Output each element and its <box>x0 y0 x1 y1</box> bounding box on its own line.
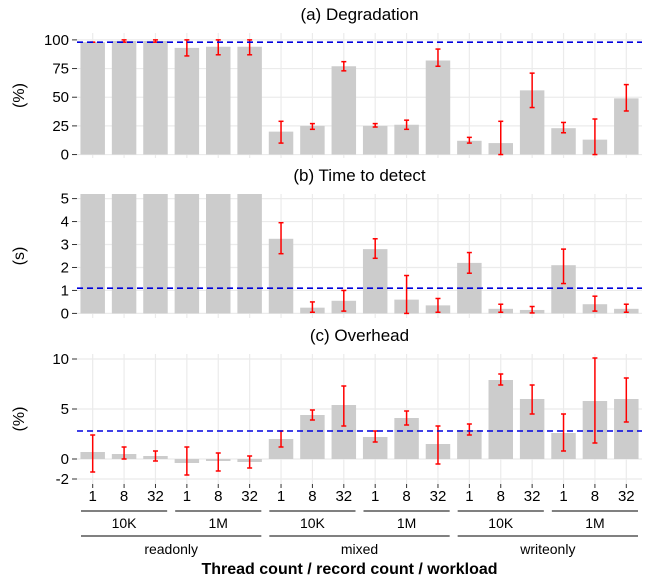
bar <box>143 41 168 155</box>
bar <box>488 380 513 459</box>
y-axis-label: (%) <box>11 407 28 432</box>
y-tick-label: 5 <box>61 401 69 418</box>
record-group-label: 1M <box>209 515 228 531</box>
panel-background <box>77 354 642 484</box>
workload-group-label: readonly <box>144 541 198 557</box>
x-tick-label: 1 <box>371 488 379 505</box>
bar <box>174 194 200 314</box>
x-tick-label: 8 <box>120 488 128 505</box>
panel-background <box>77 194 642 318</box>
bar <box>457 140 482 155</box>
panel-background <box>77 33 642 158</box>
panel-title: (c) Overhead <box>310 326 409 345</box>
bar <box>362 249 388 314</box>
x-tick-label: 8 <box>214 488 222 505</box>
y-tick-label: -2 <box>56 471 69 488</box>
panel-title: (a) Degradation <box>300 5 418 24</box>
y-tick-label: 1 <box>61 282 69 299</box>
x-tick-label: 1 <box>183 488 191 505</box>
x-tick-label: 32 <box>147 488 164 505</box>
y-tick-label: 25 <box>52 118 69 135</box>
record-group-label: 10K <box>488 515 514 531</box>
bar <box>268 439 294 459</box>
x-tick-label: 8 <box>497 488 505 505</box>
x-tick-label: 1 <box>465 488 473 505</box>
bar <box>300 415 325 459</box>
workload-group-label: mixed <box>341 541 378 557</box>
y-tick-label: 0 <box>61 147 69 164</box>
y-tick-label: 5 <box>61 191 69 208</box>
x-tick-label: 1 <box>277 488 285 505</box>
y-tick-label: 75 <box>52 61 69 78</box>
record-group-label: 10K <box>300 515 326 531</box>
x-axis-title: Thread count / record count / workload <box>201 561 497 578</box>
record-group-label: 1M <box>585 515 604 531</box>
x-tick-label: 32 <box>618 488 635 505</box>
bar <box>174 47 200 155</box>
bar <box>300 125 325 155</box>
bar <box>143 194 168 314</box>
y-tick-label: 10 <box>52 351 69 368</box>
bar <box>111 194 137 314</box>
record-group-label: 10K <box>112 515 138 531</box>
x-tick-label: 1 <box>559 488 567 505</box>
y-tick-label: 50 <box>52 89 69 106</box>
bar <box>206 194 231 314</box>
x-tick-label: 32 <box>241 488 258 505</box>
bar <box>362 437 388 459</box>
bar <box>362 125 388 155</box>
y-axis-label: (%) <box>11 83 28 108</box>
y-tick-label: 0 <box>61 305 69 322</box>
bar <box>237 194 262 314</box>
x-tick-label: 8 <box>591 488 599 505</box>
bar <box>80 42 105 155</box>
workload-group-label: writeonly <box>519 541 575 557</box>
bar <box>425 60 451 155</box>
y-tick-label: 0 <box>61 451 69 468</box>
bar <box>206 46 231 155</box>
y-axis-label: (s) <box>11 247 28 266</box>
panel-title: (b) Time to detect <box>293 166 426 185</box>
y-tick-label: 2 <box>61 259 69 276</box>
x-tick-label: 32 <box>524 488 541 505</box>
record-group-label: 1M <box>397 515 416 531</box>
x-tick-label: 8 <box>402 488 410 505</box>
x-tick-label: 32 <box>430 488 447 505</box>
x-tick-label: 1 <box>89 488 97 505</box>
x-tick-label: 8 <box>308 488 316 505</box>
y-tick-label: 3 <box>61 237 69 254</box>
x-tick-label: 32 <box>335 488 352 505</box>
bar <box>111 41 137 155</box>
y-tick-label: 100 <box>44 32 69 49</box>
bar <box>237 46 262 155</box>
bar <box>80 194 105 314</box>
bar <box>331 66 357 155</box>
y-tick-label: 4 <box>61 214 69 231</box>
